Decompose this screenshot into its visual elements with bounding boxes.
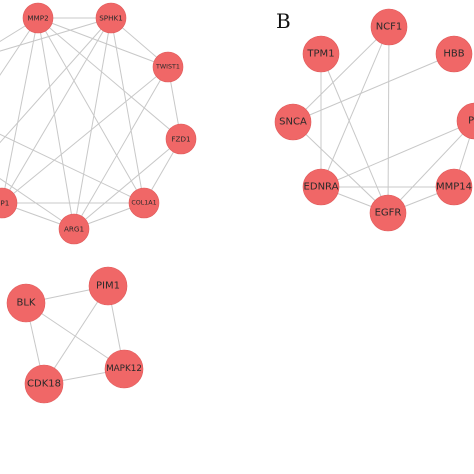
edge-twist1-arg1 bbox=[73, 66, 169, 230]
node-circle-snca bbox=[274, 103, 312, 141]
node-label-cdk18: CDK18 bbox=[27, 379, 61, 390]
edge-hbb-snca bbox=[292, 53, 455, 123]
edge-pim1-cdk18 bbox=[43, 285, 109, 385]
node-label-ncf1: NCF1 bbox=[376, 22, 403, 33]
node-label-fzd1: FZD1 bbox=[171, 135, 190, 144]
edge-ncf1-snca bbox=[292, 26, 390, 123]
node-aqp1[interactable]: QP1 bbox=[0, 187, 18, 219]
node-label-tpm1: TPM1 bbox=[306, 49, 334, 60]
edge-mmp2-fzd1 bbox=[37, 17, 182, 140]
panel-a-edges bbox=[0, 17, 182, 230]
panel-a-nodes: MMP2 SPHK1 TWIST1 FZD1 COL1A1 ARG1 QP1 bbox=[0, 2, 197, 245]
node-label-hbb: HBB bbox=[443, 49, 464, 60]
node-fzd1[interactable]: FZD1 bbox=[165, 123, 197, 155]
edge-sphk1-off_l3 bbox=[0, 17, 112, 144]
edge-sphk1-col1a1 bbox=[110, 17, 145, 204]
node-circle-mapk12 bbox=[104, 349, 144, 389]
edge-sphk1-arg1 bbox=[73, 17, 112, 230]
edge-sphk1-aqp1 bbox=[1, 17, 112, 204]
node-label-aqp1: QP1 bbox=[0, 199, 9, 208]
node-label-blk: BLK bbox=[17, 298, 36, 309]
node-label-pim1: PIM1 bbox=[96, 281, 120, 292]
edge-mmp2-arg1 bbox=[37, 17, 75, 230]
node-pdgfrb[interactable]: PD bbox=[456, 102, 474, 140]
node-mapk12[interactable]: MAPK12 bbox=[104, 349, 144, 389]
node-circle-mmp2 bbox=[22, 2, 54, 34]
node-label-twist1: TWIST1 bbox=[155, 64, 180, 71]
node-col1a1[interactable]: COL1A1 bbox=[128, 187, 160, 219]
node-circle-aqp1 bbox=[0, 187, 18, 219]
node-ncf1[interactable]: NCF1 bbox=[370, 8, 408, 46]
node-circle-hbb bbox=[435, 35, 473, 73]
edge-pdgfrb-ednra bbox=[320, 120, 474, 188]
node-circle-sphk1 bbox=[95, 2, 127, 34]
edge-mmp2-off_l2 bbox=[0, 17, 39, 76]
node-twist1[interactable]: TWIST1 bbox=[152, 51, 184, 83]
panel-b-label: B bbox=[276, 9, 291, 33]
node-circle-col1a1 bbox=[128, 187, 160, 219]
node-label-arg1: ARG1 bbox=[64, 225, 84, 234]
panel-a-network: MMP2 SPHK1 TWIST1 FZD1 COL1A1 ARG1 QP1 bbox=[0, 2, 197, 245]
node-circle-pdgfrb bbox=[456, 102, 474, 140]
edge-fzd1-arg1 bbox=[73, 138, 182, 230]
node-circle-ednra bbox=[302, 168, 340, 206]
node-tpm1[interactable]: TPM1 bbox=[302, 35, 340, 73]
node-cdk18[interactable]: CDK18 bbox=[24, 364, 64, 404]
node-circle-pim1 bbox=[88, 266, 128, 306]
node-label-col1a1: COL1A1 bbox=[131, 200, 156, 207]
node-mmp2[interactable]: MMP2 bbox=[22, 2, 54, 34]
edge-ncf1-egfr bbox=[387, 26, 390, 214]
panel-b-network: B NCF1 TPM1 HBB SNCA PD EDNRA MMP14 EGFR bbox=[274, 8, 474, 232]
node-circle-egfr bbox=[369, 194, 407, 232]
edge-mmp2-twist1 bbox=[37, 17, 169, 68]
node-ednra[interactable]: EDNRA bbox=[302, 168, 340, 206]
edge-mmp2-col1a1 bbox=[37, 17, 145, 204]
node-circle-tpm1 bbox=[302, 35, 340, 73]
panel-b-nodes: NCF1 TPM1 HBB SNCA PD EDNRA MMP14 EGFR bbox=[274, 8, 474, 232]
node-label-sphk1: SPHK1 bbox=[99, 14, 123, 23]
node-label-pdgfrb: PD bbox=[468, 116, 474, 127]
node-circle-ncf1 bbox=[370, 8, 408, 46]
node-circle-blk bbox=[6, 283, 46, 323]
node-circle-fzd1 bbox=[165, 123, 197, 155]
node-circle-twist1 bbox=[152, 51, 184, 83]
edge-twist1-aqp1 bbox=[1, 66, 169, 204]
node-circle-cdk18 bbox=[24, 364, 64, 404]
edge-col1a1-off_l2 bbox=[0, 133, 145, 204]
node-circle-arg1 bbox=[58, 213, 90, 245]
node-sphk1[interactable]: SPHK1 bbox=[95, 2, 127, 34]
node-snca[interactable]: SNCA bbox=[274, 103, 312, 141]
node-pim1[interactable]: PIM1 bbox=[88, 266, 128, 306]
edge-sphk1-off_l1 bbox=[0, 17, 112, 52]
edge-mmp2-aqp1 bbox=[1, 17, 39, 204]
node-circle-mmp14 bbox=[435, 168, 473, 206]
node-mmp14[interactable]: MMP14 bbox=[435, 168, 473, 206]
panel-c-network: BLK PIM1 MAPK12 CDK18 bbox=[6, 266, 144, 404]
node-arg1[interactable]: ARG1 bbox=[58, 213, 90, 245]
edge-snca-egfr bbox=[292, 121, 389, 214]
node-egfr[interactable]: EGFR bbox=[369, 194, 407, 232]
node-label-ednra: EDNRA bbox=[304, 182, 339, 193]
node-blk[interactable]: BLK bbox=[6, 283, 46, 323]
node-label-egfr: EGFR bbox=[375, 208, 402, 219]
node-label-mmp2: MMP2 bbox=[27, 14, 48, 23]
node-label-mmp14: MMP14 bbox=[436, 182, 472, 193]
node-label-snca: SNCA bbox=[279, 117, 307, 128]
node-label-mapk12: MAPK12 bbox=[106, 364, 142, 374]
node-hbb[interactable]: HBB bbox=[435, 35, 473, 73]
edge-aqp1-off_l1 bbox=[0, 191, 3, 204]
panel-c-nodes: BLK PIM1 MAPK12 CDK18 bbox=[6, 266, 144, 404]
edge-pdgfrb-egfr bbox=[387, 121, 474, 214]
edge-arg1-off_l3 bbox=[0, 178, 75, 230]
